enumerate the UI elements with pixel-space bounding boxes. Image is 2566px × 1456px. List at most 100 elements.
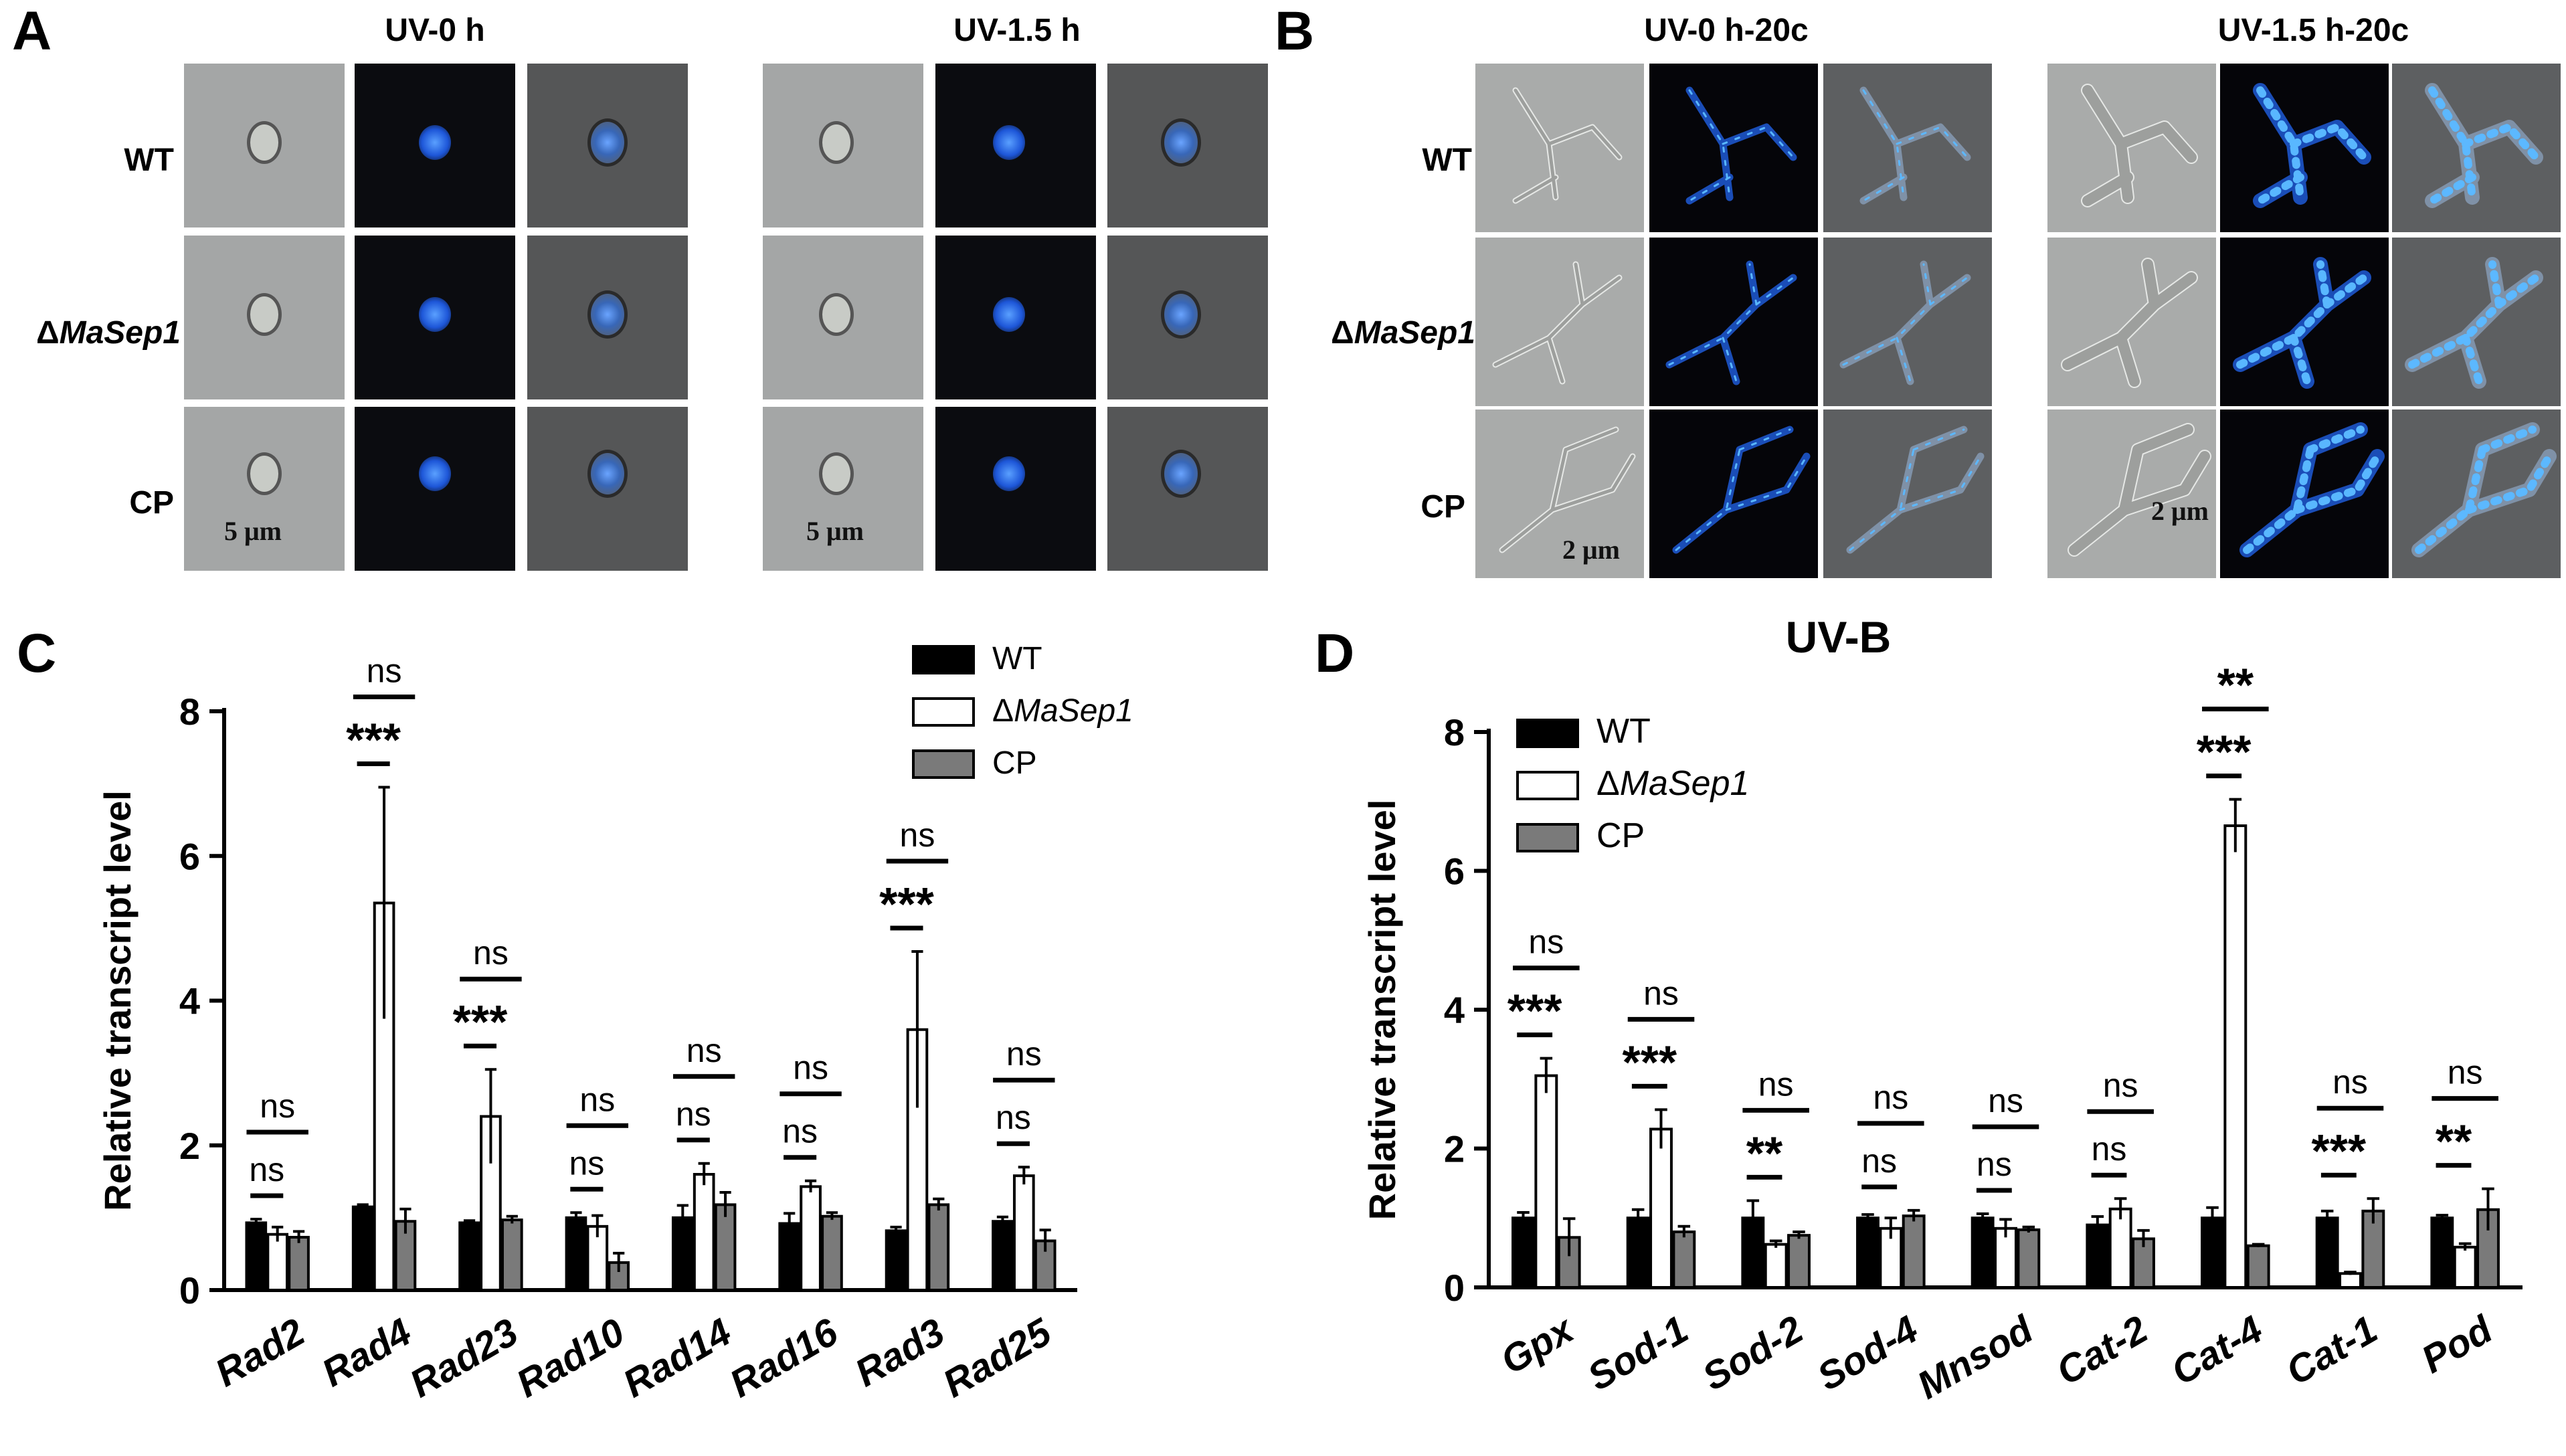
- significance-label: ns: [676, 1095, 711, 1133]
- bar: [800, 1185, 822, 1291]
- conidium-brightfield: [247, 292, 282, 336]
- legend-label: ΔMaSep1: [992, 693, 1133, 729]
- significance-label: ns: [1977, 1146, 2012, 1183]
- y-tick-label: 6: [179, 835, 200, 877]
- micrograph-tile: [763, 236, 923, 399]
- category-label: Cat-2: [2049, 1307, 2155, 1394]
- micrograph-tile: [1475, 64, 1644, 232]
- micrograph-tile: [2220, 64, 2389, 232]
- bar: [1012, 1174, 1035, 1291]
- hypha-nuclei-merged: [1842, 263, 1968, 383]
- conidium-brightfield: [247, 452, 282, 495]
- micrograph-tile: [184, 407, 345, 571]
- bar: [2108, 1207, 2132, 1289]
- hypha-nuclei-merged: [2408, 260, 2540, 385]
- micrograph-tile: [1649, 64, 1818, 232]
- legend-label: WT: [992, 641, 1042, 676]
- significance-label: ns: [996, 1099, 1031, 1136]
- significance-label: ***: [1507, 985, 1562, 1037]
- chart-panel-c: 0 2 4 6 8 Relative transcript level Rad2 ns ns Ra…: [96, 641, 1133, 1406]
- panel-b-condition-title: UV-1.5 h-20c: [2217, 13, 2409, 48]
- significance-label: ns: [782, 1113, 818, 1150]
- significance-label: **: [1746, 1127, 1783, 1179]
- panel-a-row-label: WT: [124, 143, 174, 178]
- y-tick-label: 0: [179, 1269, 200, 1311]
- hypha-body: [1493, 262, 1621, 383]
- micrograph-tile: [1107, 236, 1268, 399]
- micrograph-tile: [1823, 238, 1992, 406]
- hypha-body: [2062, 259, 2197, 387]
- conidium-brightfield: [819, 120, 854, 164]
- hyphae-drawing: [1672, 426, 1811, 554]
- significance-label: ***: [453, 996, 508, 1048]
- hypha-body: [2082, 85, 2197, 206]
- significance-label: ns: [260, 1087, 295, 1125]
- significance-label: **: [2436, 1115, 2472, 1168]
- significance-label: ns: [900, 816, 935, 854]
- significance-label: ns: [249, 1151, 284, 1188]
- hyphae-drawing: [2068, 423, 2211, 557]
- legend-label: ΔMaSep1: [1596, 764, 1749, 803]
- legend-label: CP: [1596, 816, 1645, 855]
- hypha-nuclei: [1668, 263, 1795, 383]
- significance-label: ***: [346, 714, 401, 766]
- category-label: Sod-4: [1810, 1307, 1925, 1399]
- bar: [1626, 1216, 1650, 1289]
- conidium-merged: [587, 449, 628, 498]
- y-tick-label: 8: [1444, 711, 1465, 753]
- hypha-body: [2069, 424, 2210, 555]
- scale-bar-label: 5 μm: [806, 516, 864, 546]
- legend-label: WT: [1596, 712, 1651, 751]
- category-label: Rad14: [616, 1310, 738, 1406]
- legend-swatch: [1516, 771, 1579, 800]
- legend-swatch: [912, 749, 975, 779]
- micrograph-tile: [2047, 238, 2216, 406]
- micrograph-tile: [2392, 238, 2561, 406]
- bar: [693, 1173, 715, 1291]
- y-tick-label: 4: [179, 980, 200, 1022]
- significance-label: ns: [1006, 1035, 1042, 1073]
- bar: [1971, 1216, 1995, 1289]
- bar: [500, 1218, 523, 1292]
- scale-bar-label: 5 μm: [224, 516, 282, 546]
- hyphae-drawing: [1846, 426, 1985, 554]
- y-tick-label: 6: [1444, 850, 1465, 893]
- significance-label: ns: [473, 934, 509, 972]
- legend-label: CP: [992, 745, 1037, 781]
- bar: [565, 1216, 587, 1291]
- panel-b-row-label: ΔMaSep1: [1331, 315, 1475, 351]
- hyphae-drawing: [1839, 260, 1971, 385]
- significance-label: ns: [2332, 1063, 2368, 1101]
- bar: [885, 1229, 907, 1292]
- hyphae-drawing: [1685, 86, 1797, 205]
- bar: [1764, 1243, 1788, 1289]
- significance-label: ns: [1873, 1079, 1908, 1116]
- category-label: Rad4: [314, 1310, 418, 1395]
- hypha-nuclei: [1688, 89, 1795, 202]
- hypha-body: [1500, 428, 1635, 552]
- bar: [714, 1203, 737, 1291]
- hyphae-drawing: [2411, 422, 2557, 557]
- bar: [927, 1203, 950, 1291]
- hyphae-drawing: [2239, 422, 2385, 557]
- significance-label: ***: [2197, 726, 2252, 778]
- legend-swatch: [912, 645, 975, 674]
- nucleus-dapi-stain: [993, 456, 1025, 491]
- panel-a-row-label-italic: MaSep1: [59, 315, 181, 351]
- bar: [2339, 1272, 2362, 1289]
- micrograph-tile: [1475, 238, 1644, 406]
- conidium-merged: [1161, 290, 1201, 339]
- significance-label: ns: [1643, 974, 1679, 1012]
- micrograph-tile: [935, 236, 1096, 399]
- category-label: Rad23: [403, 1310, 525, 1406]
- significance-label: ns: [2092, 1130, 2127, 1168]
- category-label: Sod-2: [1696, 1307, 1811, 1399]
- micrograph-tile: [2047, 64, 2216, 232]
- micrograph-tile: [355, 64, 515, 227]
- bar: [1902, 1214, 1926, 1289]
- legend-label-delta: Δ: [992, 693, 1014, 729]
- y-axis-label: Relative transcript level: [1361, 800, 1403, 1220]
- hyphae-drawing: [2081, 84, 2198, 207]
- legend-swatch: [912, 697, 975, 727]
- hyphae-drawing: [1512, 87, 1623, 204]
